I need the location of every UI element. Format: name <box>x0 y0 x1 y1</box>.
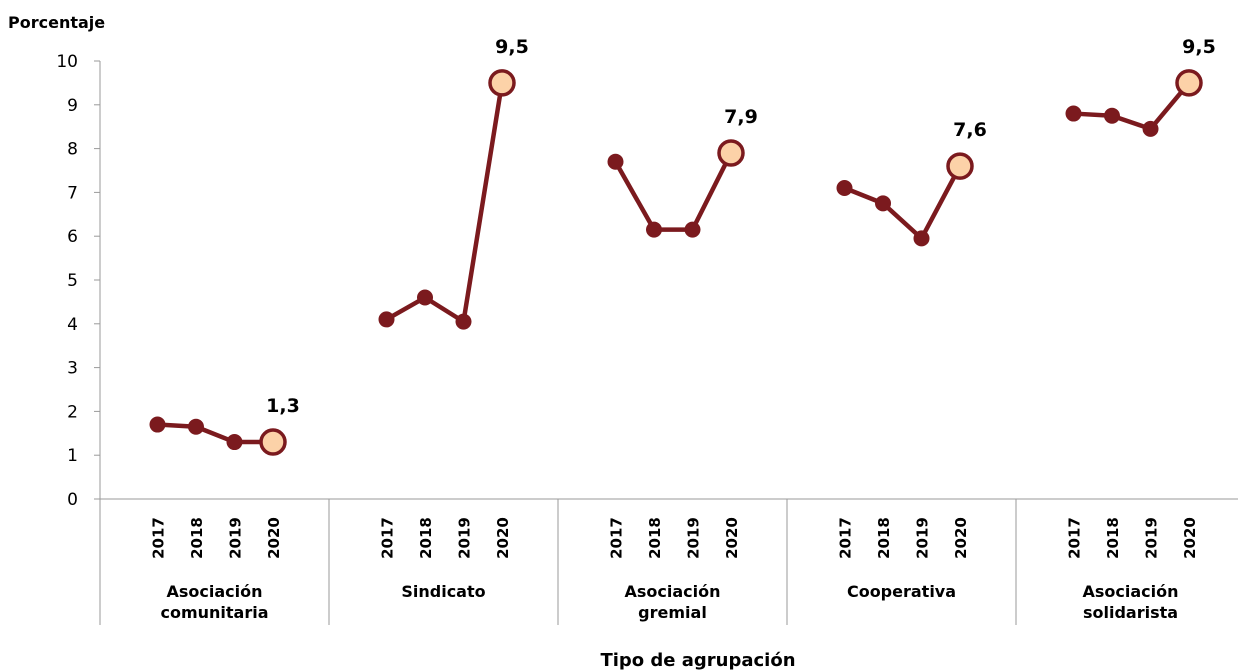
x-tick-year: 2020 <box>723 517 741 559</box>
x-group-label: Sindicato <box>401 582 485 601</box>
data-label: 1,3 <box>266 395 300 417</box>
series-line <box>385 82 505 324</box>
data-point <box>455 313 472 330</box>
data-point-highlight <box>717 139 745 167</box>
series-line <box>1073 81 1191 132</box>
x-group-label: comunitaria <box>160 603 268 622</box>
data-point <box>1065 105 1082 122</box>
x-tick-year: 2019 <box>914 517 932 559</box>
y-axis-ticks: 0 1 2 3 4 5 6 7 8 9 10 <box>56 52 100 510</box>
x-tick-year: 2019 <box>456 517 474 559</box>
x-group-label: Asociación <box>624 582 720 601</box>
data-label: 9,5 <box>495 36 529 58</box>
data-point-highlight <box>946 152 974 180</box>
data-point <box>646 221 662 238</box>
x-group-label: Cooperativa <box>847 582 956 601</box>
x-tick-year: 2018 <box>646 517 664 559</box>
y-tick-label: 8 <box>67 140 78 160</box>
data-point <box>378 311 395 328</box>
y-tick-label: 10 <box>56 52 78 72</box>
y-tick-label: 3 <box>67 359 78 379</box>
data-point <box>875 195 891 212</box>
x-tick-year: 2020 <box>1181 517 1199 559</box>
x-group-label: gremial <box>638 603 707 622</box>
y-tick-label: 6 <box>67 227 78 247</box>
data-point <box>149 416 166 433</box>
y-tick-label: 2 <box>67 402 78 422</box>
x-tick-year: 2019 <box>227 517 245 559</box>
x-tick-year: 2018 <box>875 517 893 559</box>
data-point-highlight <box>488 69 516 97</box>
y-tick-label: 9 <box>67 96 78 116</box>
x-tick-year: 2018 <box>188 517 206 559</box>
x-tick-year: 2018 <box>1104 517 1122 559</box>
x-tick-year: 2017 <box>150 517 168 559</box>
x-tick-year: 2017 <box>1066 517 1084 559</box>
data-point-highlight <box>259 428 287 456</box>
data-point-highlight <box>1175 69 1203 97</box>
data-point <box>188 418 204 435</box>
y-tick-label: 4 <box>67 315 78 335</box>
data-point <box>607 153 624 170</box>
data-point <box>913 230 930 247</box>
x-tick-year: 2020 <box>494 517 512 559</box>
y-tick-label: 7 <box>67 183 78 203</box>
series-lines: 1,3 9,5 7,9 7,6 9,5 <box>149 36 1216 456</box>
y-tick-label: 0 <box>67 490 78 510</box>
data-point <box>1142 120 1159 137</box>
data-point <box>836 180 853 197</box>
data-point <box>417 289 433 306</box>
data-label: 9,5 <box>1182 36 1216 58</box>
x-tick-year: 2020 <box>952 517 970 559</box>
data-point <box>1104 107 1120 124</box>
x-tick-year: 2017 <box>379 517 397 559</box>
x-tick-year: 2017 <box>608 517 626 559</box>
series-line <box>613 151 734 232</box>
x-tick-year: 2019 <box>685 517 703 559</box>
data-point <box>226 434 243 451</box>
x-group-label: Asociación <box>166 582 262 601</box>
x-axis-categories: 2017 2018 2019 2020 Asociación comunitaria 201… <box>150 517 1200 622</box>
data-label: 7,9 <box>724 106 758 128</box>
series-line <box>157 422 273 445</box>
y-tick-label: 1 <box>67 446 78 466</box>
x-group-label: Asociación <box>1082 582 1178 601</box>
x-group-label: solidarista <box>1083 603 1178 622</box>
y-axis-title: Porcentaje <box>8 13 105 32</box>
series-line <box>843 165 962 241</box>
data-point <box>684 221 701 238</box>
data-label: 7,6 <box>953 119 987 141</box>
x-axis-title: Tipo de agrupación <box>600 650 795 671</box>
y-tick-label: 5 <box>67 271 78 291</box>
x-tick-year: 2020 <box>265 517 283 559</box>
x-tick-year: 2017 <box>837 517 855 559</box>
x-tick-year: 2019 <box>1143 517 1161 559</box>
x-tick-year: 2018 <box>417 517 435 559</box>
